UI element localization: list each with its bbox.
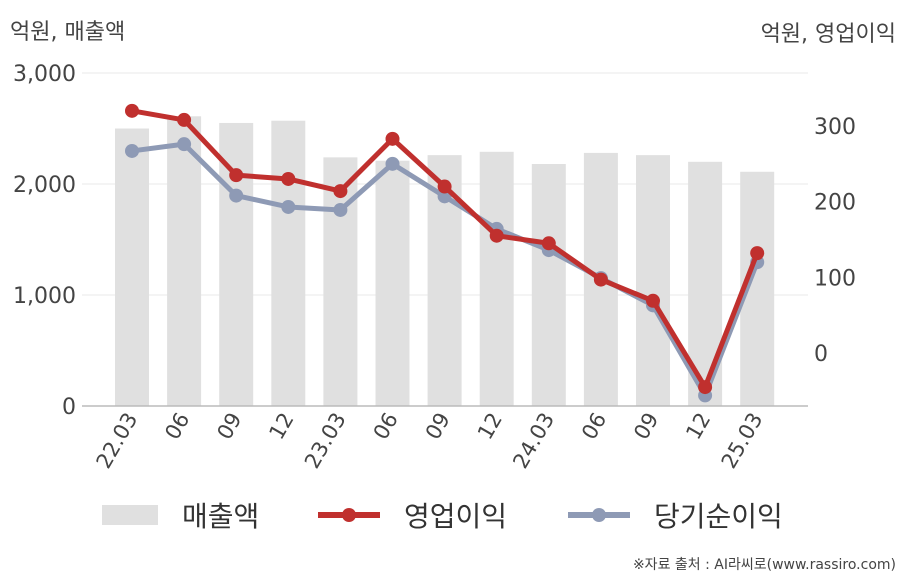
source-note: ※자료 출처 : AI라씨로(www.rassiro.com) (632, 557, 896, 573)
bar-revenue (115, 128, 149, 406)
point-net-income (177, 137, 192, 152)
x-tick-label: 25.03 (717, 409, 768, 473)
left-tick-label: 3,000 (13, 62, 76, 87)
point-operating-profit (437, 179, 452, 194)
left-tick-label: 1,000 (13, 284, 76, 309)
x-tick-label: 06 (160, 409, 194, 444)
x-tick-label: 12 (681, 409, 715, 444)
left-axis-ticks: 0 1,000 2,000 3,000 (13, 62, 76, 420)
point-net-income (333, 202, 348, 217)
point-operating-profit (593, 272, 608, 287)
bar-revenue (271, 120, 306, 406)
x-tick-label: 12 (473, 409, 507, 444)
legend-label-revenue: 매출액 (182, 500, 260, 533)
legend-item-revenue: 매출액 (102, 490, 259, 540)
x-tick-label: 24.03 (508, 409, 559, 473)
point-operating-profit (750, 246, 765, 261)
point-operating-profit (489, 228, 504, 243)
right-axis-title: 억원, 영업이익 (760, 22, 896, 47)
legend-swatch-line-red (318, 508, 380, 522)
line-series (125, 103, 765, 403)
x-tick-label: 09 (212, 409, 246, 444)
x-tick-label: 09 (629, 409, 663, 444)
legend-item-operating-profit: 영업이익 (318, 490, 507, 540)
bar-revenue (636, 155, 670, 406)
bar-revenue (375, 160, 410, 406)
x-tick-label: 23.03 (300, 409, 351, 473)
point-operating-profit (541, 236, 556, 251)
point-operating-profit (229, 168, 244, 183)
point-operating-profit (698, 380, 713, 395)
right-axis-ticks: 0 100 200 300 (814, 115, 856, 367)
right-tick-label: 300 (814, 115, 856, 140)
point-net-income (125, 143, 139, 158)
left-axis-title: 억원, 매출액 (10, 20, 126, 45)
point-net-income (385, 156, 400, 171)
point-operating-profit (333, 184, 348, 199)
legend: 매출액 영업이익 당기순이익 (0, 490, 908, 540)
point-operating-profit (177, 112, 192, 127)
point-operating-profit (385, 131, 400, 146)
legend-item-net-income: 당기순이익 (568, 490, 783, 540)
legend-swatch-bar (102, 505, 158, 525)
point-operating-profit (281, 171, 296, 186)
left-tick-label: 2,000 (13, 173, 76, 198)
legend-label-operating-profit: 영업이익 (404, 500, 508, 533)
point-net-income (281, 199, 296, 214)
x-axis-ticks: 22.03 06 09 12 23.03 06 09 12 24.03 06 09 12 25.03 (91, 409, 767, 473)
point-operating-profit (125, 103, 139, 118)
x-tick-label: 06 (577, 409, 611, 444)
point-net-income (229, 188, 244, 203)
point-operating-profit (646, 293, 660, 308)
bar-revenue (531, 164, 566, 406)
bar-series-revenue (115, 116, 775, 406)
right-tick-label: 200 (814, 191, 856, 216)
left-tick-label: 0 (62, 395, 76, 420)
right-tick-label: 0 (814, 342, 828, 367)
legend-label-net-income: 당기순이익 (654, 500, 783, 533)
bar-revenue (479, 151, 514, 406)
bar-revenue (167, 116, 202, 406)
x-tick-label: 09 (421, 409, 455, 444)
x-tick-label: 06 (369, 409, 403, 444)
x-tick-label: 22.03 (91, 409, 142, 473)
x-tick-label: 12 (264, 409, 298, 444)
legend-swatch-line-gray (568, 508, 630, 522)
right-tick-label: 100 (814, 266, 856, 291)
